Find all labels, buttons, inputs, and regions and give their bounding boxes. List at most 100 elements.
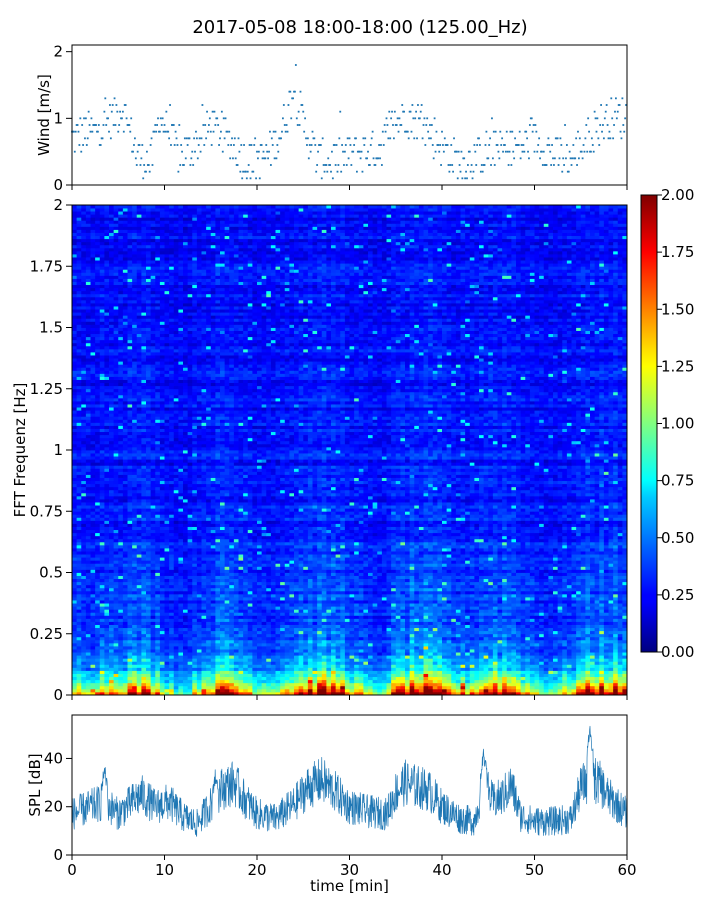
spectrogram-cell bbox=[340, 637, 345, 640]
spectrogram-cell bbox=[548, 597, 553, 600]
spectrogram-cell bbox=[211, 667, 216, 670]
wind-point bbox=[592, 144, 594, 146]
spectrogram-cell bbox=[377, 655, 382, 658]
spectrogram-cell bbox=[313, 664, 318, 667]
spectrogram-cell bbox=[576, 628, 581, 631]
spectrogram-cell bbox=[178, 585, 183, 588]
spectrogram-cell bbox=[294, 661, 299, 664]
spectrogram-cell bbox=[470, 634, 475, 637]
spectrogram-cell bbox=[137, 612, 142, 615]
spectrogram-cell bbox=[104, 591, 109, 594]
spectrogram-cell bbox=[202, 643, 207, 646]
spectrogram-cell bbox=[299, 609, 304, 612]
spectrogram-cell bbox=[613, 683, 618, 686]
spectrogram-cell bbox=[474, 600, 479, 603]
spectrogram-cell bbox=[613, 618, 618, 621]
wind-point bbox=[88, 111, 90, 113]
spectrogram-cell bbox=[345, 658, 350, 661]
spectrogram-cell bbox=[183, 625, 188, 628]
spectrogram-cell bbox=[340, 640, 345, 643]
spectrogram-cell bbox=[400, 603, 405, 606]
spectrogram-cell bbox=[72, 680, 77, 683]
spectrogram-cell bbox=[160, 671, 165, 674]
spectrogram-cell bbox=[447, 683, 452, 686]
spectrogram-cell bbox=[225, 677, 230, 680]
spectrogram-cell bbox=[313, 600, 318, 603]
spectrogram-cell bbox=[206, 600, 211, 603]
spectrogram-cell bbox=[442, 609, 447, 612]
spectrogram-cell bbox=[206, 686, 211, 689]
spectrogram-cell bbox=[488, 640, 493, 643]
spectrogram-cell bbox=[396, 658, 401, 661]
spectrogram-cell bbox=[104, 597, 109, 600]
spectrogram-cell bbox=[516, 649, 521, 652]
spectrogram-cell bbox=[183, 683, 188, 686]
wind-point bbox=[218, 144, 220, 146]
spectrogram-cell bbox=[169, 582, 174, 585]
spectrogram-cell bbox=[206, 658, 211, 661]
spectrogram-cell bbox=[516, 603, 521, 606]
spectrogram-cell bbox=[544, 677, 549, 680]
spectrogram-cell bbox=[229, 683, 234, 686]
spectrogram-cell bbox=[396, 625, 401, 628]
spectrogram-cell bbox=[197, 600, 202, 603]
spectrogram-cell bbox=[336, 622, 341, 625]
spectrogram-cell bbox=[354, 677, 359, 680]
spectrogram-cell bbox=[123, 588, 128, 591]
spectrogram-cell bbox=[77, 597, 82, 600]
spectrogram-cell bbox=[521, 655, 526, 658]
wind-point bbox=[128, 124, 130, 126]
spectrogram-cell bbox=[151, 622, 156, 625]
spectrogram-cell bbox=[340, 686, 345, 689]
spectrogram-cell bbox=[151, 612, 156, 615]
spectrogram-cell bbox=[229, 594, 234, 597]
spectrogram-cell bbox=[618, 612, 623, 615]
spectrogram-cell bbox=[613, 671, 618, 674]
spectrogram-cell bbox=[331, 655, 336, 658]
spectrogram-cell bbox=[400, 622, 405, 625]
wind-point bbox=[229, 157, 231, 159]
spectrogram-cell bbox=[558, 671, 563, 674]
spectrogram-cell bbox=[461, 655, 466, 658]
spectrogram-cell bbox=[502, 680, 507, 683]
spectrogram-cell bbox=[289, 649, 294, 652]
spectrogram-cell bbox=[100, 689, 105, 692]
spectrogram-cell bbox=[206, 591, 211, 594]
spectrogram-cell bbox=[585, 603, 590, 606]
spectrogram-cell bbox=[350, 649, 355, 652]
spectrogram-cell bbox=[326, 643, 331, 646]
spectrogram-cell bbox=[618, 591, 623, 594]
wind-point bbox=[420, 111, 422, 113]
spectrogram-cell bbox=[313, 615, 318, 618]
spectrogram-cell bbox=[567, 615, 572, 618]
spectrogram-cell bbox=[72, 606, 77, 609]
spectrogram-cell bbox=[405, 658, 410, 661]
spectrogram-cell bbox=[345, 655, 350, 658]
spectrogram-cell bbox=[234, 640, 239, 643]
spectrogram-cell bbox=[86, 664, 91, 667]
spectrogram-cell bbox=[387, 597, 392, 600]
spectrogram-cell bbox=[521, 585, 526, 588]
spectrogram-cell bbox=[479, 667, 484, 670]
spectrogram-cell bbox=[359, 606, 364, 609]
spectrogram-cell bbox=[553, 622, 558, 625]
spectrogram-cell bbox=[465, 606, 470, 609]
spectrogram-cell bbox=[123, 631, 128, 634]
spectrogram-cell bbox=[544, 615, 549, 618]
spectrogram-cell bbox=[77, 615, 82, 618]
spectrogram-cell bbox=[424, 667, 429, 670]
spectrogram-cell bbox=[262, 634, 267, 637]
spectrogram-cell bbox=[206, 643, 211, 646]
spectrogram-cell bbox=[502, 683, 507, 686]
spectrogram-cell bbox=[202, 664, 207, 667]
spectrogram-cell bbox=[317, 612, 322, 615]
wind-point bbox=[502, 151, 504, 153]
spectrogram-cell bbox=[442, 588, 447, 591]
spectrogram-cell bbox=[461, 631, 466, 634]
spectrogram-cell bbox=[197, 649, 202, 652]
spectrogram-cell bbox=[553, 628, 558, 631]
spectrogram-cell bbox=[447, 661, 452, 664]
spectrogram-cell bbox=[299, 606, 304, 609]
spectrogram-cell bbox=[86, 674, 91, 677]
spectrogram-cell bbox=[285, 628, 290, 631]
